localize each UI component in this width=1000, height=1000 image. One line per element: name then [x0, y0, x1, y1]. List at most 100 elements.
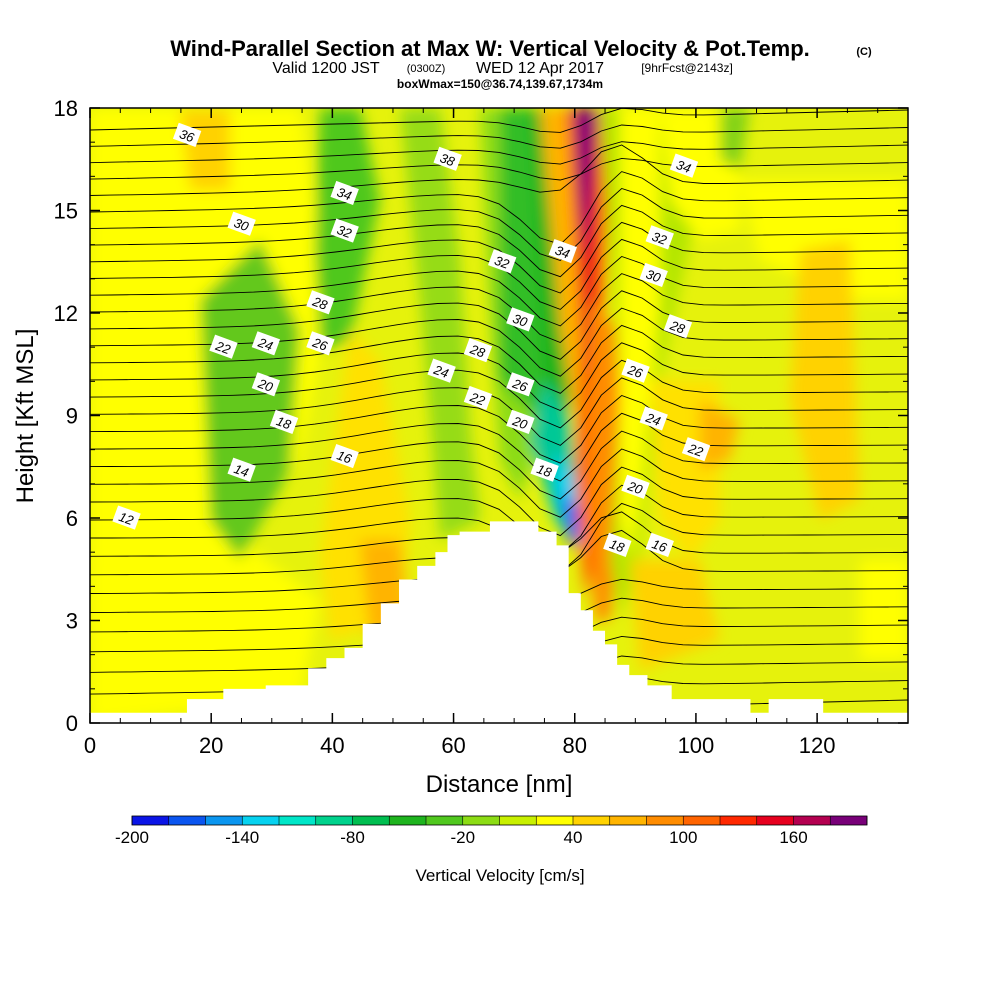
contour-label-text: 16: [650, 536, 669, 555]
contour-label-text: 34: [335, 184, 354, 203]
x-tick-label: 20: [199, 733, 223, 758]
colorbar-swatch: [132, 816, 169, 825]
contour-label-box: [548, 238, 577, 264]
contour-label-box: [306, 290, 335, 315]
contour-label-box: [621, 474, 650, 499]
contour-label-box: [269, 409, 299, 434]
colorbar-tick-label: 100: [669, 828, 697, 847]
isentrope-line: [90, 187, 908, 262]
colorbar-swatch: [426, 816, 463, 825]
y-tick-label: 3: [66, 609, 78, 634]
colorbar-swatch: [646, 816, 684, 825]
colorbar-tick-label: -200: [115, 828, 149, 847]
contour-label-text: 18: [274, 413, 293, 432]
contour-label: 28: [463, 338, 493, 363]
isentrope-line: [90, 394, 908, 464]
colorbar-swatch: [536, 816, 574, 825]
contour-label: 34: [548, 238, 577, 264]
colorbar-swatch: [573, 816, 610, 825]
contour-label-text: 30: [511, 311, 530, 330]
contour-label: 26: [621, 358, 650, 383]
colorbar-swatch: [609, 816, 647, 825]
colorbar-tick-label: -80: [340, 828, 365, 847]
colorbar-swatch: [389, 816, 427, 825]
contour-label-text: 34: [553, 242, 572, 261]
contour-label-box: [639, 262, 668, 288]
contour-label: 20: [621, 474, 650, 499]
isentrope-line: [90, 255, 908, 327]
colorbar: -200 -140 -80 -20 40 100 160: [115, 815, 868, 847]
contour-label-box: [306, 331, 335, 356]
contour-label-box: [681, 437, 711, 462]
y-tick-label: 15: [54, 199, 78, 224]
contour-label: 30: [506, 307, 535, 332]
contour-label-box: [488, 249, 517, 274]
contour-label-text: 32: [492, 253, 511, 272]
valid-date: WED 12 Apr 2017: [476, 60, 604, 77]
colorbar-tick-label: -140: [225, 828, 259, 847]
colorbar-tick-label: 40: [564, 828, 583, 847]
chart-title: Wind-Parallel Section at Max W: Vertical…: [170, 36, 810, 61]
x-tick-label: 120: [799, 733, 836, 758]
copyright-mark: (C): [856, 46, 872, 58]
x-axis: 0 20 40 60 80 100 120: [84, 108, 909, 758]
contour-label-text: 24: [255, 334, 275, 353]
contour-label: 26: [506, 372, 535, 397]
contour-label-box: [463, 338, 493, 363]
contour-label-box: [209, 334, 238, 359]
contour-label: 24: [427, 358, 456, 383]
contour-label-text: 18: [535, 461, 554, 480]
contour-label: 20: [251, 372, 281, 397]
isentrope-line: [90, 342, 908, 412]
contour-label: 12: [112, 505, 141, 530]
y-tick-label: 12: [54, 301, 78, 326]
colorbar-swatch: [720, 816, 757, 825]
contour-label-box: [506, 409, 535, 434]
contour-label: 24: [251, 331, 281, 356]
contour-label-text: 12: [117, 509, 136, 528]
contour-label-text: 20: [255, 375, 275, 395]
x-tick-label: 40: [320, 733, 344, 758]
contour-label: 18: [530, 457, 559, 482]
y-tick-label: 18: [54, 96, 78, 121]
contour-label: 16: [645, 532, 674, 557]
valid-time: Valid 1200 JST: [272, 60, 380, 77]
contour-label-text: 18: [608, 536, 627, 555]
plot-area: 36 34 32 30 28 26 24 22 20 18 16 14 12 38 32 34 30 28 26 24…: [90, 108, 908, 723]
contour-label-box: [227, 457, 256, 482]
isentrope-line: [90, 141, 908, 165]
colorbar-swatch: [499, 816, 537, 825]
contour-label-text: 30: [232, 215, 251, 234]
contour-label-box: [621, 358, 650, 383]
y-tick-label: 6: [66, 506, 78, 531]
y-tick-label: 0: [66, 711, 78, 736]
contour-label: 32: [488, 249, 517, 274]
contour-label: 18: [269, 409, 299, 434]
contour-label: 18: [603, 532, 632, 557]
contour-label-text: 28: [310, 293, 330, 313]
colorbar-swatch: [205, 816, 243, 825]
isentrope-line: [90, 412, 908, 482]
contour-label: 30: [227, 211, 256, 236]
contour-label: 24: [639, 406, 668, 431]
terrain: [90, 521, 908, 723]
contour-label-box: [330, 218, 359, 243]
isentrope-line: [90, 324, 908, 394]
contour-label: 32: [645, 225, 674, 250]
contour-label-text: 26: [310, 334, 330, 354]
contour-label-box: [506, 372, 535, 397]
contour-label-box: [330, 443, 359, 469]
x-tick-label: 0: [84, 733, 96, 758]
colorbar-swatch: [279, 816, 316, 825]
colorbar-swatch: [352, 816, 390, 825]
contour-label: 22: [681, 437, 711, 462]
isentrope-line: [90, 157, 908, 181]
contour-label-text: 14: [232, 461, 251, 480]
contour-label: 38: [433, 146, 462, 171]
contour-label: 34: [669, 153, 699, 178]
box-info: boxWmax=150@36.74,139.67,1734m: [397, 77, 603, 91]
contour-label-box: [645, 532, 674, 557]
colorbar-swatch: [756, 816, 794, 825]
contour-label-box: [506, 307, 535, 332]
